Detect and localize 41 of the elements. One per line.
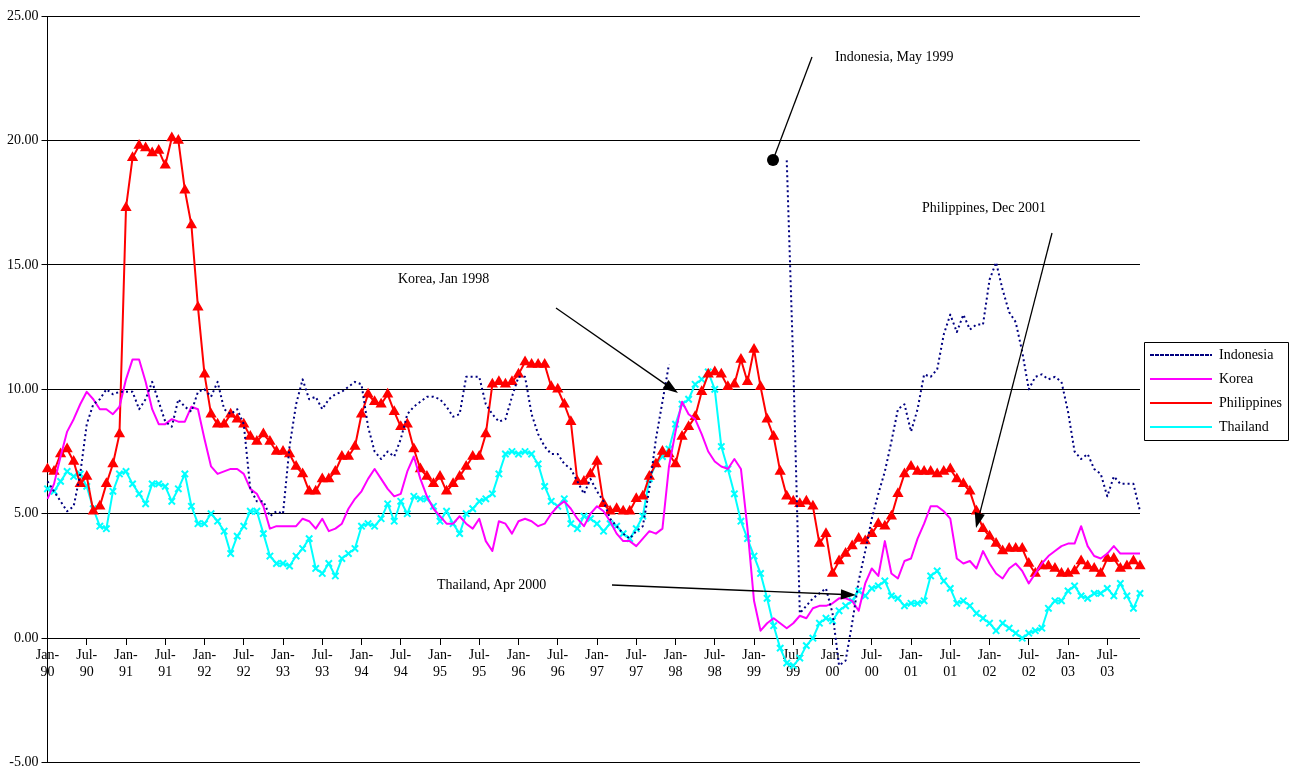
legend-label: Korea	[1218, 370, 1254, 386]
annotation: Korea, Jan 1998	[398, 270, 490, 286]
legend-label: Thailand	[1218, 418, 1269, 434]
y-tick-label: 0.00	[14, 629, 39, 645]
x-tick-label: Jul-98	[704, 647, 726, 680]
x-tick-label: Jul-90	[76, 647, 98, 680]
x-tick-label: Jul-02	[1018, 647, 1040, 680]
x-tick-label: Jan-98	[663, 647, 688, 680]
annotation: Philippines, Dec 2001	[922, 199, 1047, 215]
annotation: Indonesia, May 1999	[835, 48, 954, 64]
x-tick-label: Jul-91	[154, 647, 177, 680]
x-tick-label: Jan-91	[114, 647, 138, 680]
y-tick-label: 10.00	[7, 380, 39, 396]
x-tick-label: Jul-93	[311, 647, 334, 680]
legend-label: Indonesia	[1218, 346, 1275, 362]
x-tick-label: Jan-99	[742, 647, 767, 680]
y-tick-label: 15.00	[7, 256, 39, 272]
x-tick-label: Jul-96	[547, 647, 569, 680]
x-tick-label: Jul-00	[861, 647, 883, 680]
x-tick-label: Jan-95	[428, 647, 453, 680]
legend-label: Philippines	[1218, 394, 1283, 410]
x-tick-label: Jul-95	[468, 647, 491, 680]
x-tick-label: Jan-01	[899, 647, 924, 680]
x-tick-label: Jan-96	[506, 647, 531, 680]
x-tick-label: Jul-92	[233, 647, 255, 680]
annotation: Thailand, Apr 2000	[437, 576, 547, 592]
y-tick-label: -5.00	[9, 754, 39, 770]
x-tick-label: Jan-94	[349, 647, 374, 680]
x-tick-label: Jul-03	[1096, 647, 1119, 680]
x-tick-label: Jan-93	[271, 647, 296, 680]
x-tick-label: Jan-92	[192, 647, 217, 680]
y-tick-label: 20.00	[7, 132, 39, 148]
x-tick-label: Jan-03	[1056, 647, 1081, 680]
y-tick-label: 5.00	[14, 505, 39, 521]
x-tick-label: Jan-02	[977, 647, 1002, 680]
x-tick-label: Jul-97	[625, 647, 648, 680]
x-tick-label: Jan-97	[585, 647, 610, 680]
x-tick-label: Jan-00	[820, 647, 845, 680]
x-tick-label: Jul-01	[939, 647, 962, 680]
y-tick-label: 25.00	[7, 7, 39, 23]
x-tick-label: Jul-94	[390, 647, 412, 680]
